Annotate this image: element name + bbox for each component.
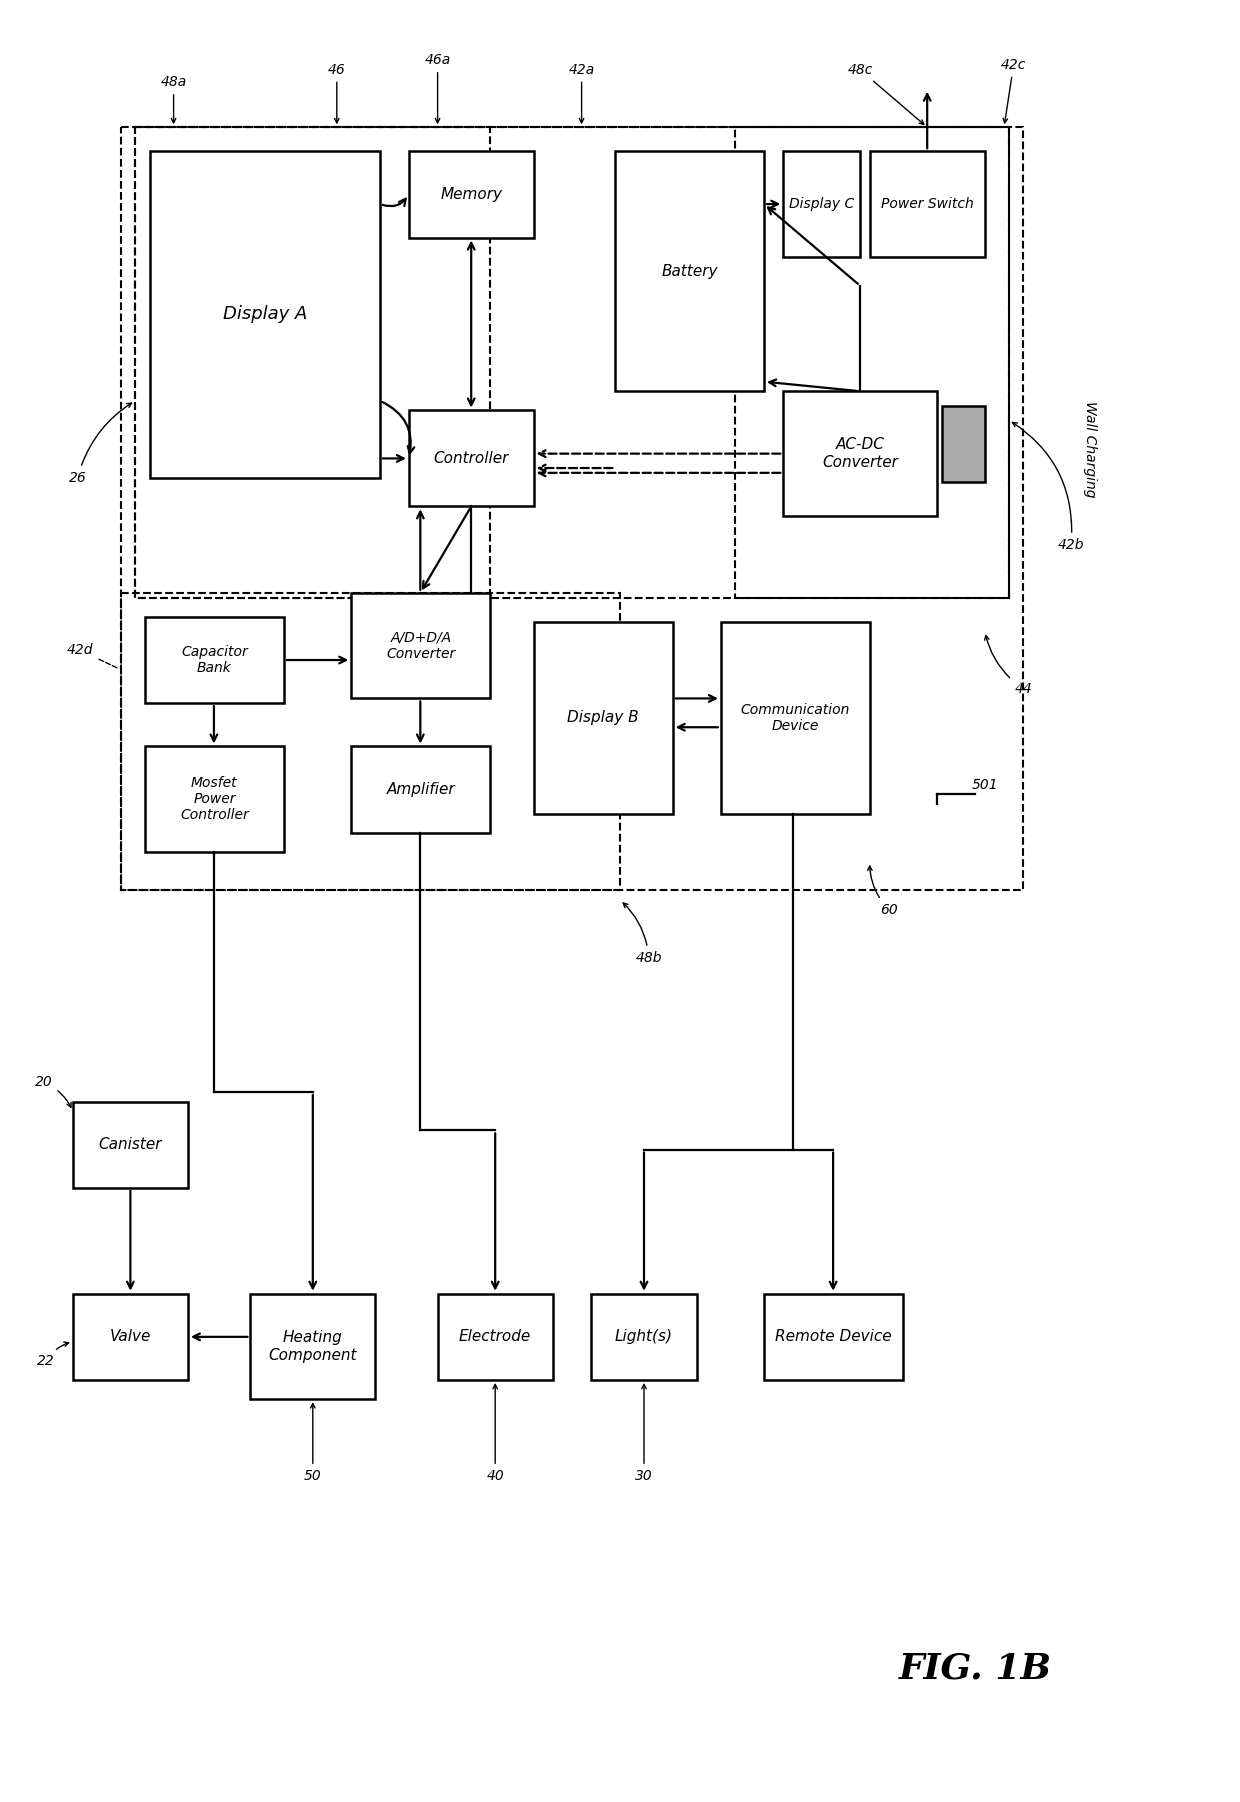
Text: 46a: 46a — [424, 52, 450, 123]
Text: Capacitor
Bank: Capacitor Bank — [181, 645, 248, 676]
Text: Wall Charging: Wall Charging — [1084, 400, 1097, 497]
Bar — [135, 128, 490, 598]
Text: 44: 44 — [985, 636, 1032, 696]
Text: 48b: 48b — [624, 903, 662, 964]
Bar — [145, 616, 284, 703]
Text: Heating
Component: Heating Component — [269, 1330, 357, 1362]
Bar — [591, 1294, 697, 1380]
Bar — [351, 593, 490, 699]
Bar — [409, 411, 533, 506]
Text: 40: 40 — [486, 1384, 505, 1483]
Text: Light(s): Light(s) — [615, 1330, 673, 1344]
Text: Communication
Device: Communication Device — [740, 703, 849, 733]
Bar — [409, 151, 533, 238]
Text: 60: 60 — [868, 867, 898, 917]
Bar — [250, 1294, 376, 1398]
Text: 50: 50 — [304, 1404, 321, 1483]
Bar — [615, 151, 764, 391]
Text: 42a: 42a — [568, 63, 595, 123]
Text: Controller: Controller — [434, 450, 508, 467]
Text: AC-DC
Converter: AC-DC Converter — [822, 438, 898, 470]
Bar — [869, 151, 985, 258]
Text: 22: 22 — [37, 1342, 68, 1368]
Text: Power Switch: Power Switch — [880, 196, 973, 211]
Bar — [720, 622, 869, 815]
Bar — [135, 128, 1009, 598]
Text: Remote Device: Remote Device — [775, 1330, 892, 1344]
Bar — [73, 1101, 188, 1188]
Text: 42c: 42c — [1001, 58, 1027, 123]
Text: Display B: Display B — [568, 710, 639, 724]
Bar — [784, 391, 936, 515]
Text: FIG. 1B: FIG. 1B — [899, 1651, 1052, 1685]
Bar — [784, 151, 861, 258]
Text: Mosfet
Power
Controller: Mosfet Power Controller — [180, 777, 249, 822]
Text: 501: 501 — [971, 778, 998, 791]
Text: Amplifier: Amplifier — [387, 782, 455, 796]
Text: 48c: 48c — [847, 63, 924, 124]
Text: 30: 30 — [635, 1384, 653, 1483]
Bar — [764, 1294, 903, 1380]
Text: Electrode: Electrode — [459, 1330, 531, 1344]
Text: A/D+D/A
Converter: A/D+D/A Converter — [386, 631, 455, 661]
Bar — [120, 128, 1023, 890]
Text: Battery: Battery — [661, 263, 718, 279]
Bar — [735, 128, 1009, 598]
Bar — [73, 1294, 188, 1380]
Bar — [941, 405, 985, 483]
Text: Canister: Canister — [99, 1137, 162, 1151]
Text: Display C: Display C — [789, 196, 854, 211]
Text: 48a: 48a — [160, 76, 187, 123]
Text: 46: 46 — [327, 63, 346, 123]
Text: 42b: 42b — [1012, 422, 1085, 551]
Bar — [120, 593, 620, 890]
Bar — [533, 622, 673, 815]
Text: Display A: Display A — [223, 306, 308, 323]
Text: 20: 20 — [35, 1076, 71, 1106]
Text: 26: 26 — [68, 404, 131, 485]
Text: Valve: Valve — [109, 1330, 151, 1344]
Bar — [145, 746, 284, 852]
Text: 42d: 42d — [67, 643, 118, 669]
Text: Memory: Memory — [440, 187, 502, 202]
Bar — [150, 151, 379, 478]
Bar — [351, 746, 490, 833]
Bar — [438, 1294, 553, 1380]
